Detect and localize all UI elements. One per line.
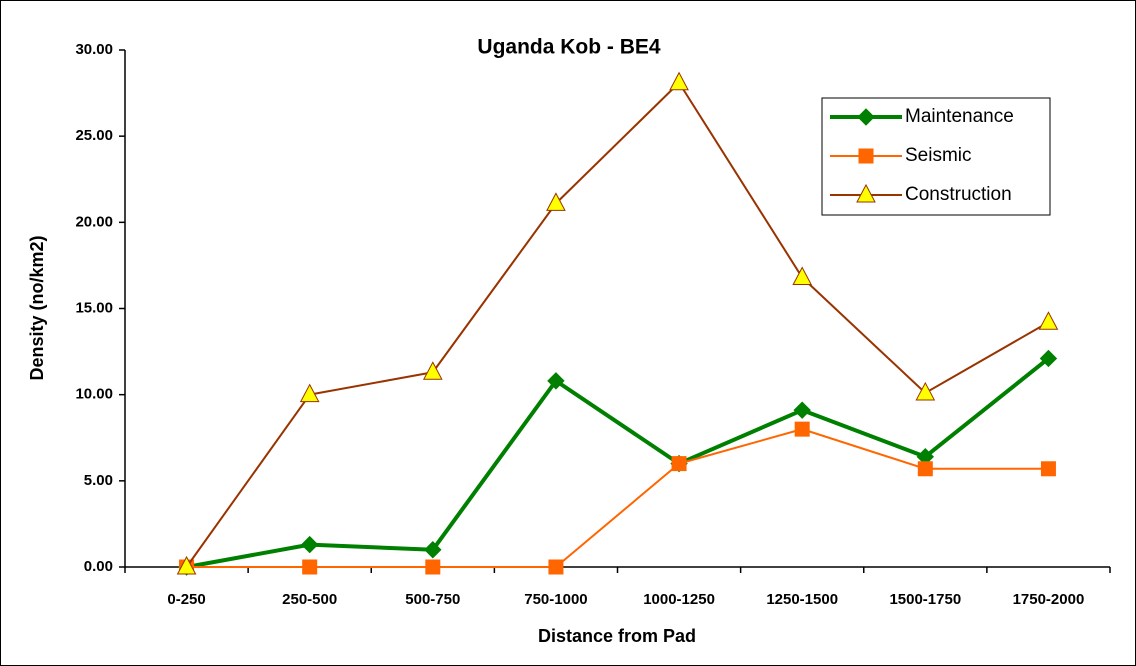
series-line: [185, 81, 1049, 568]
data-point: [1038, 311, 1059, 330]
series-line: [186, 428, 1049, 568]
legend-label: Seismic: [905, 145, 972, 166]
series-line: [186, 356, 1050, 569]
legend-label: Construction: [905, 184, 1012, 205]
data-point: [299, 383, 320, 403]
legend-marker: [858, 148, 874, 164]
x-tick-label: 250-500: [282, 591, 337, 608]
data-point: [424, 541, 442, 559]
x-tick-label: 500-750: [405, 591, 460, 608]
y-tick-label: 5.00: [84, 472, 113, 489]
data-point: [546, 192, 566, 211]
data-point: [176, 555, 197, 575]
x-tick-label: 1250-1500: [766, 591, 838, 608]
x-tick-label: 1750-2000: [1013, 591, 1085, 608]
y-tick-label: 25.00: [75, 127, 113, 144]
data-point: [547, 372, 565, 390]
x-tick-label: 1500-1750: [889, 591, 961, 608]
data-point: [671, 456, 687, 472]
data-point: [669, 71, 689, 91]
data-point: [1039, 349, 1058, 368]
x-tick-label: 750-1000: [524, 591, 587, 608]
data-point: [422, 361, 443, 380]
y-tick-label: 0.00: [84, 558, 113, 575]
legend-label: Maintenance: [905, 106, 1014, 127]
data-point: [792, 266, 813, 285]
data-point: [302, 559, 318, 575]
y-tick-label: 10.00: [75, 386, 113, 403]
x-axis-title: Distance from Pad: [538, 626, 696, 646]
legend-marker: [856, 183, 876, 203]
data-point: [793, 401, 811, 419]
data-point: [548, 559, 564, 575]
y-tick-label: 15.00: [75, 299, 113, 316]
data-point: [425, 559, 441, 575]
data-point: [300, 535, 319, 554]
chart-title: Uganda Kob - BE4: [477, 36, 660, 59]
y-tick-label: 30.00: [75, 41, 113, 58]
data-point: [1040, 461, 1056, 477]
data-point: [915, 381, 936, 401]
x-tick-label: 1000-1250: [643, 591, 715, 608]
data-point: [917, 461, 933, 477]
y-tick-label: 20.00: [75, 213, 113, 230]
legend-marker: [857, 108, 875, 126]
data-point: [794, 421, 810, 437]
x-tick-label: 0-250: [167, 591, 205, 608]
y-axis-title: Density (no/km2): [27, 235, 47, 380]
